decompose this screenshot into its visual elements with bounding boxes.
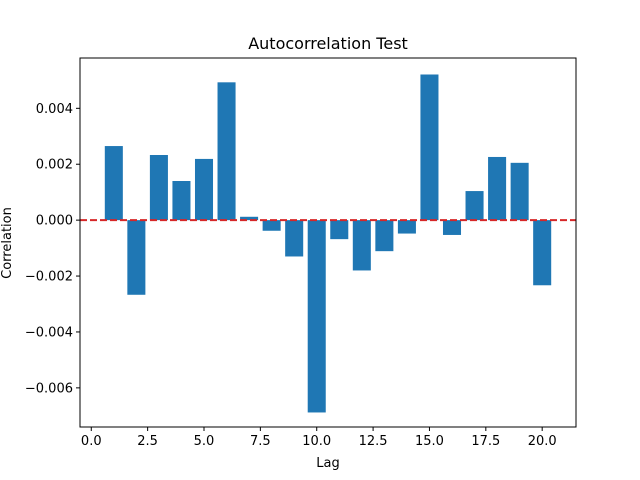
x-axis-label: Lag [316,456,339,471]
y-tick-label: −0.002 [25,270,73,285]
bar-lag-4 [172,181,191,221]
plot-frame [79,57,577,428]
x-tick-label: 0.0 [81,434,102,449]
x-tick-label: 17.5 [471,434,500,449]
x-tick-label: 10.0 [302,434,331,449]
bar-lag-17 [465,191,484,221]
x-tick-label: 15.0 [415,434,444,449]
axes-group [79,57,577,428]
y-tick-label: 0.000 [36,214,73,229]
bar-lag-14 [397,220,416,234]
bar-lag-15 [420,74,439,221]
chart-title: Autocorrelation Test [248,34,408,53]
ticks-group: 0.0 2.5 5.0 7.5 10.0 12.5 15.0 17.5 20.0 −0.006 −0… [25,102,557,449]
bar-lag-9 [285,220,304,257]
x-tick-label: 12.5 [359,434,388,449]
bar-lag-8 [262,220,281,231]
y-tick-label: −0.004 [25,325,73,340]
bar-lag-12 [352,220,371,271]
bar-lag-7 [240,216,259,221]
bar-lag-11 [330,220,349,240]
x-tick-label: 2.5 [137,434,158,449]
bar-lag-5 [194,158,214,221]
bar-lag-1 [104,146,123,221]
x-tick-label: 20.0 [528,434,557,449]
bar-lag-18 [488,156,507,221]
bar-lag-16 [442,220,462,235]
bar-lag-19 [510,162,529,221]
bar-lag-6 [217,82,236,221]
y-tick-label: 0.002 [36,158,73,173]
bar-lag-2 [127,220,146,295]
bar-lag-10 [307,220,326,413]
y-tick-label: −0.006 [25,381,73,396]
x-tick-label: 7.5 [250,434,271,449]
bars-group [104,74,552,413]
bar-lag-3 [149,155,168,221]
x-tick-label: 5.0 [194,434,215,449]
bar-lag-20 [533,220,552,286]
y-axis-label: Correlation [0,207,15,279]
bar-lag-13 [375,220,394,252]
y-tick-label: 0.004 [36,102,73,117]
